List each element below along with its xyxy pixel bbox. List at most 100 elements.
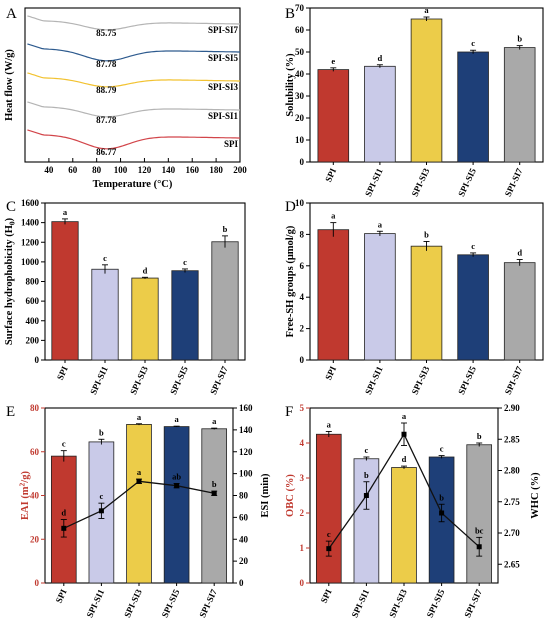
dsc-xtick-label-2: 80 bbox=[92, 165, 102, 175]
panel-d-xtick-label-0: SPI bbox=[323, 364, 338, 381]
panel-e-ytick-right-label-5: 100 bbox=[239, 469, 253, 479]
panel-f-letter-2: d bbox=[402, 454, 407, 464]
panel-e-ylabel-right: ESI (min) bbox=[260, 473, 271, 518]
panel-b-ytick-label-7: 70 bbox=[295, 3, 305, 13]
panel-e-ytick-right-label-0: 0 bbox=[239, 578, 244, 588]
panel-label-f: F bbox=[285, 404, 293, 420]
panel-f-xtick-label-3: SPI-SI5 bbox=[425, 587, 447, 619]
panel-b-xtick-label-3: SPI-SI5 bbox=[456, 166, 478, 198]
panel-e-bar-2 bbox=[126, 424, 152, 584]
dsc-peak-label-2: 88.79 bbox=[96, 85, 117, 95]
panel-f-bar-4 bbox=[466, 444, 493, 584]
panel-b-bar-4 bbox=[503, 47, 536, 163]
dsc-peak-label-4: 86.77 bbox=[96, 147, 117, 157]
panel-b-bar-1 bbox=[364, 65, 396, 163]
panel-c-ylabel-part-2: ) bbox=[4, 217, 15, 221]
panel-f-line-letter-1: b bbox=[364, 470, 369, 480]
panel-e-ytick-right-label-3: 60 bbox=[239, 512, 249, 522]
panel-c-ytick-label-6: 1200 bbox=[21, 237, 40, 247]
panel-d-ytick-label-1: 2 bbox=[300, 324, 305, 334]
panel-e-line-letter-0: d bbox=[61, 508, 66, 518]
panel-b-letter-3: c bbox=[471, 38, 475, 48]
panel-e-ytick-label-3: 60 bbox=[30, 447, 40, 457]
panel-a: A 85.75 SPI-SI7 87.78 SPI-SI5 88.79 SPI-SI3 87.… bbox=[4, 6, 247, 190]
panel-c-xtick-label-0: SPI bbox=[55, 364, 70, 381]
panel-b: B 0 10 20 30 40 50 60 70 e d a c b SPI SPI-SI1 SPI-SI3 SP… bbox=[285, 3, 544, 198]
panel-e-ytick-label-1: 20 bbox=[30, 534, 40, 544]
panel-e-ytick-label-2: 40 bbox=[30, 491, 40, 501]
dsc-curve-1 bbox=[27, 43, 240, 62]
panel-f-line-point-1 bbox=[363, 493, 369, 498]
panel-c-bar-1 bbox=[91, 268, 119, 361]
panel-e-ytick-label-4: 80 bbox=[30, 403, 40, 413]
panel-c-xtick-label-4: SPI-SI7 bbox=[208, 364, 230, 396]
panel-c-letter-0: a bbox=[63, 207, 68, 217]
panel-e-line-point-1 bbox=[98, 508, 104, 514]
dsc-ylabel-part-0: Heat flow (W/g) bbox=[4, 49, 15, 121]
panel-f-ytick-right-label-1: 2.70 bbox=[504, 528, 520, 538]
panel-e-line-point-2 bbox=[136, 478, 142, 484]
panel-d-ylabel-part-0: Free-SH groups (μmol/g) bbox=[285, 225, 296, 337]
dsc-xtick-label-7: 180 bbox=[209, 165, 223, 175]
panel-e-letter-4: a bbox=[212, 416, 217, 426]
panel-e-xtick-label-2: SPI-SI3 bbox=[122, 587, 144, 619]
panel-b-ytick-label-6: 60 bbox=[295, 25, 305, 35]
panel-d-letter-1: a bbox=[378, 219, 383, 229]
panel-label-c: C bbox=[6, 199, 16, 215]
panel-d-xtick-label-4: SPI-SI7 bbox=[503, 364, 525, 396]
panel-e-ylabel-left-part-2: /g) bbox=[20, 471, 31, 484]
dsc-xtick-label-5: 140 bbox=[162, 165, 176, 175]
panel-e: E 0 20 40 60 80 0 20 40 60 80 100 120 140 160 c b a a a d c a a… bbox=[6, 403, 271, 619]
panel-f-ytick-label-4: 4 bbox=[300, 438, 305, 448]
panel-b-letter-0: e bbox=[331, 56, 335, 66]
panel-c-ytick-label-8: 1600 bbox=[21, 198, 40, 208]
panel-b-ylabel-part-0: Solubility (%) bbox=[285, 53, 296, 117]
dsc-xtick-label-1: 60 bbox=[68, 165, 78, 175]
panel-c-bar-3 bbox=[171, 270, 199, 361]
dsc-xtick-label-3: 100 bbox=[114, 165, 128, 175]
panel-d-xtick-label-2: SPI-SI3 bbox=[410, 364, 432, 396]
dsc-peak-label-1: 87.78 bbox=[96, 59, 117, 69]
panel-e-ylabel-left: EAI (m2/g) bbox=[18, 471, 32, 520]
panel-d-ytick-label-0: 0 bbox=[300, 355, 305, 365]
panel-d-bar-2 bbox=[410, 245, 443, 361]
panel-f-xtick-label-2: SPI-SI3 bbox=[387, 587, 409, 619]
panel-c-ylabel: Surface hydrophobicity (H0) bbox=[4, 217, 17, 345]
panel-f-ytick-label-1: 1 bbox=[300, 543, 305, 553]
panel-d-ytick-label-3: 6 bbox=[300, 261, 305, 271]
dsc-series-label-3: SPI-SI1 bbox=[208, 111, 239, 121]
panel-f-line-point-4 bbox=[476, 544, 482, 550]
panel-f-line-point-3 bbox=[439, 510, 445, 516]
panel-e-letter-1: b bbox=[99, 427, 104, 437]
panel-c-ylabel-part-1: 0 bbox=[8, 221, 17, 225]
panel-f-letter-4: b bbox=[477, 431, 482, 441]
panel-d-bar-1 bbox=[364, 233, 396, 361]
panel-e-xtick-label-3: SPI-SI5 bbox=[160, 587, 182, 619]
panel-f-ylabel-right-part-0: WHC (%) bbox=[530, 472, 541, 519]
dsc-curve-2 bbox=[27, 72, 240, 88]
panel-d-letter-2: b bbox=[424, 229, 429, 239]
panel-d-letter-0: a bbox=[331, 211, 336, 221]
panel-e-line-point-4 bbox=[211, 490, 217, 496]
panel-e-line-point-3 bbox=[174, 483, 180, 489]
panel-d-letter-3: c bbox=[471, 241, 475, 251]
panel-label-e: E bbox=[6, 404, 15, 420]
panel-f-xtick-label-4: SPI-SI7 bbox=[462, 587, 484, 619]
panel-d-bar-0 bbox=[317, 229, 350, 361]
panel-d-ytick-label-5: 10 bbox=[295, 198, 305, 208]
dsc-xtick-label-0: 40 bbox=[44, 165, 54, 175]
panel-f-ytick-right-label-4: 2.85 bbox=[504, 434, 520, 444]
panel-e-letter-2: a bbox=[137, 412, 142, 422]
panel-b-ytick-label-0: 0 bbox=[300, 157, 305, 167]
dsc-curve-3 bbox=[27, 101, 240, 118]
panel-d: D 0 2 4 6 8 10 a a b c d SPI SPI-SI1 SPI-SI3 SPI-SI5 SPI… bbox=[285, 198, 544, 396]
panel-c: C 0 200 400 600 800 1000 1200 1400 1600 a c d c b SPI SP… bbox=[4, 198, 246, 396]
panel-b-letter-4: b bbox=[517, 34, 522, 44]
panel-f-ytick-label-3: 3 bbox=[300, 473, 305, 483]
panel-f-ytick-right-label-5: 2.90 bbox=[504, 403, 520, 413]
panel-b-ytick-label-4: 40 bbox=[295, 69, 305, 79]
dsc-xtick-label-4: 120 bbox=[138, 165, 152, 175]
panel-c-bar-0 bbox=[51, 221, 79, 361]
panel-e-line-point-0 bbox=[61, 525, 67, 531]
